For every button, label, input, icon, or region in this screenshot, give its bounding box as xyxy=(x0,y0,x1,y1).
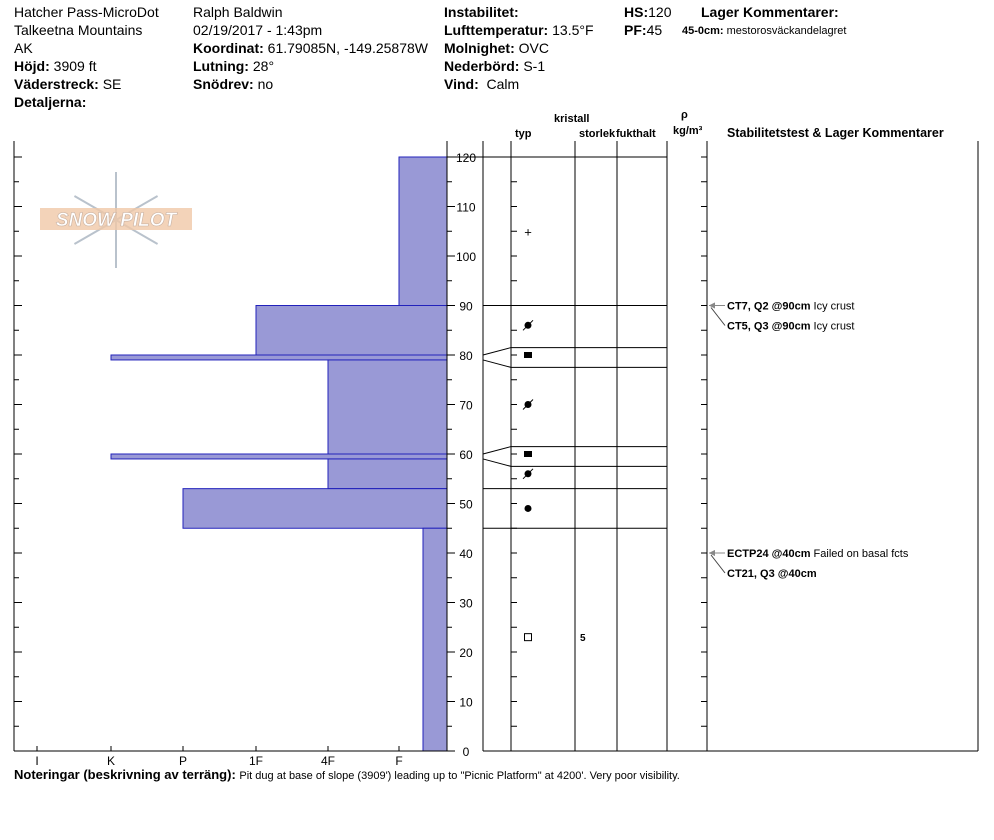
y-tick-label: 10 xyxy=(459,696,473,710)
sky-cover: Molnighet: OVC xyxy=(444,40,549,56)
y-tick-label: 90 xyxy=(459,300,473,314)
foot-penetration: PF:45 xyxy=(624,22,663,38)
air-temperature: Lufttemperatur: 13.5°F xyxy=(444,22,594,38)
snow-height: HS:120 xyxy=(624,4,672,20)
hardness-bar xyxy=(327,458,448,490)
layer-comment: 45-0cm: mestorosväckandelagret xyxy=(682,25,847,37)
location-name: Hatcher Pass-MicroDot xyxy=(14,4,159,20)
elevation: Höjd: 3909 ft xyxy=(14,58,97,74)
x-tick-label: F xyxy=(395,754,402,768)
x-tick-label: 4F xyxy=(321,754,335,768)
details-label: Detaljerna: xyxy=(14,94,87,110)
melt-freeze-crust-icon xyxy=(524,451,532,457)
header-moisture: fukthalt xyxy=(616,128,656,140)
wind: Vind: Calm xyxy=(444,76,520,92)
precip-icon: + xyxy=(524,224,532,239)
header-density: kg/m³ xyxy=(673,125,703,137)
datetime: 02/19/2017 - 1:43pm xyxy=(193,22,323,38)
layer-comments-label: Lager Kommentarer: xyxy=(701,4,839,20)
y-tick-label: 120 xyxy=(456,151,476,165)
header-stability: Stabilitetstest & Lager Kommentarer xyxy=(727,126,944,140)
aspect: Väderstreck: SE xyxy=(14,76,122,92)
y-tick-label: 80 xyxy=(459,349,473,363)
observer: Ralph Baldwin xyxy=(193,4,283,20)
faceted-grain-icon xyxy=(524,633,532,642)
state: AK xyxy=(14,40,33,56)
arrow-head-icon xyxy=(709,302,715,309)
instability-label: Instabilitet: xyxy=(444,4,519,20)
arrow-icon xyxy=(710,307,726,326)
x-tick-label: P xyxy=(179,754,187,768)
y-tick-label: 30 xyxy=(459,597,473,611)
y-tick-label: 50 xyxy=(459,498,473,512)
logo-banner xyxy=(40,208,192,230)
notes: Noteringar (beskrivning av terräng): Pit… xyxy=(14,767,680,782)
header-rho: ρ xyxy=(681,109,688,121)
y-tick-label: 20 xyxy=(459,646,473,660)
wind-drift: Snödrev: no xyxy=(193,76,274,92)
range-name: Talkeetna Mountains xyxy=(14,22,143,38)
layer-connector xyxy=(482,347,512,356)
hardness-bar xyxy=(182,488,448,529)
hardness-bar xyxy=(255,305,448,356)
stability-test: ECTP24 @40cm Failed on basal fcts xyxy=(727,548,909,560)
x-tick-label: I xyxy=(35,754,38,768)
hardness-bar xyxy=(422,527,448,752)
layer-connector xyxy=(482,446,512,455)
stability-test: CT21, Q3 @40cm xyxy=(727,568,817,580)
y-tick-label: 0 xyxy=(463,745,470,759)
rounded-grain-icon xyxy=(524,504,532,512)
hardness-bar xyxy=(398,156,448,306)
x-tick-label: 1F xyxy=(249,754,263,768)
header-size: storlek xyxy=(579,128,616,140)
y-tick-label: 100 xyxy=(456,250,476,264)
stability-test: CT5, Q3 @90cm Icy crust xyxy=(727,321,855,333)
rounding-faceted-icon xyxy=(522,319,534,331)
y-tick-label: 110 xyxy=(456,201,475,215)
layer-connector xyxy=(482,458,512,467)
grain-size: 5 xyxy=(580,633,586,644)
layer-connector xyxy=(482,359,512,368)
arrow-icon xyxy=(710,554,726,574)
y-tick-label: 40 xyxy=(459,547,473,561)
stability-test: CT7, Q2 @90cm Icy crust xyxy=(727,301,855,313)
rounding-faceted-icon xyxy=(522,399,534,410)
precipitation: Nederbörd: S-1 xyxy=(444,58,546,74)
hardness-bar xyxy=(110,354,448,361)
header-type: typ xyxy=(515,128,532,140)
logo-text: SNOW PILOT xyxy=(56,210,178,231)
slope: Lutning: 28° xyxy=(193,58,275,74)
y-tick-label: 70 xyxy=(459,399,473,413)
x-tick-label: K xyxy=(107,754,115,768)
hardness-bar xyxy=(110,453,448,460)
hardness-bar xyxy=(327,359,448,455)
arrow-head-icon xyxy=(709,550,715,556)
y-tick-label: 60 xyxy=(459,448,473,462)
melt-freeze-crust-icon xyxy=(524,352,532,358)
coordinates: Koordinat: 61.79085N, -149.25878W xyxy=(193,40,428,56)
rounding-faceted-icon xyxy=(522,468,534,480)
header-crystal: kristall xyxy=(554,113,590,125)
